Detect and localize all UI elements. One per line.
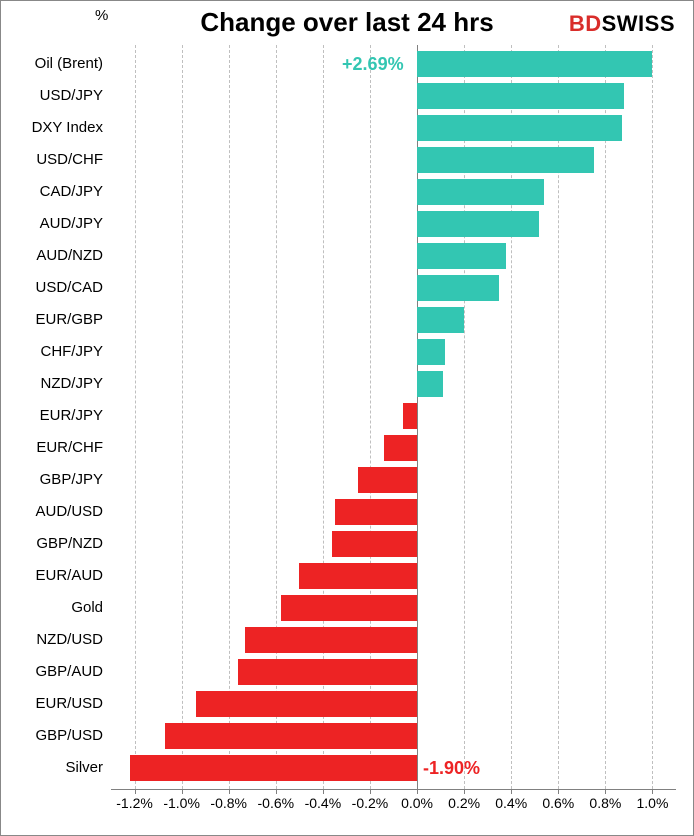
x-tick-label: 0.0% <box>401 795 433 811</box>
chart-container: % Change over last 24 hrs BDSWISS +2.69%… <box>0 0 694 836</box>
x-tick-mark <box>276 789 277 794</box>
x-tick-label: -1.0% <box>163 795 200 811</box>
x-tick-mark <box>652 789 653 794</box>
category-label: USD/CAD <box>3 279 103 296</box>
bar <box>403 403 417 429</box>
x-tick-label: 1.0% <box>636 795 668 811</box>
category-label: CHF/JPY <box>3 343 103 360</box>
bar <box>299 563 417 589</box>
x-tick-mark <box>464 789 465 794</box>
logo-bd: BD <box>569 11 602 36</box>
bar <box>417 115 622 141</box>
x-tick-label: -1.2% <box>116 795 153 811</box>
bar <box>332 531 417 557</box>
category-label: Gold <box>3 599 103 616</box>
bar <box>335 499 417 525</box>
category-label: CAD/JPY <box>3 183 103 200</box>
category-label: Oil (Brent) <box>3 55 103 72</box>
x-tick-mark <box>417 789 418 794</box>
plot-area: +2.69% -1.90% <box>111 45 676 789</box>
category-label: GBP/AUD <box>3 663 103 680</box>
bar <box>417 179 544 205</box>
bar <box>417 243 506 269</box>
x-tick-mark <box>135 789 136 794</box>
bar <box>358 467 417 493</box>
logo-swiss: SWISS <box>602 11 675 36</box>
x-axis-line <box>111 789 676 790</box>
bar <box>417 307 464 333</box>
bar <box>281 595 418 621</box>
x-tick-mark <box>323 789 324 794</box>
x-tick-label: 0.4% <box>495 795 527 811</box>
category-label: EUR/JPY <box>3 407 103 424</box>
category-label: GBP/USD <box>3 727 103 744</box>
x-tick-label: -0.6% <box>257 795 294 811</box>
gridline <box>605 45 606 789</box>
x-tick-mark <box>558 789 559 794</box>
category-label: Silver <box>3 759 103 776</box>
gridline <box>135 45 136 789</box>
category-label: AUD/JPY <box>3 215 103 232</box>
x-tick-label: 0.2% <box>448 795 480 811</box>
category-label: GBP/NZD <box>3 535 103 552</box>
bar <box>417 371 443 397</box>
x-tick-mark <box>370 789 371 794</box>
x-tick-label: 0.8% <box>589 795 621 811</box>
category-label: NZD/JPY <box>3 375 103 392</box>
bar <box>417 275 499 301</box>
bar <box>417 211 539 237</box>
category-label: USD/CHF <box>3 151 103 168</box>
x-tick-label: -0.8% <box>210 795 247 811</box>
category-label: AUD/USD <box>3 503 103 520</box>
bar <box>384 435 417 461</box>
x-tick-mark <box>182 789 183 794</box>
x-tick-mark <box>229 789 230 794</box>
category-label: EUR/CHF <box>3 439 103 456</box>
category-label: USD/JPY <box>3 87 103 104</box>
bar <box>245 627 417 653</box>
category-label: GBP/JPY <box>3 471 103 488</box>
category-label: EUR/AUD <box>3 567 103 584</box>
category-label: EUR/USD <box>3 695 103 712</box>
category-label: EUR/GBP <box>3 311 103 328</box>
x-tick-mark <box>511 789 512 794</box>
x-tick-label: -0.2% <box>352 795 389 811</box>
x-tick-label: 0.6% <box>542 795 574 811</box>
bar <box>417 147 594 173</box>
bar <box>238 659 417 685</box>
bar <box>417 51 652 77</box>
bar <box>417 339 445 365</box>
x-tick-label: -0.4% <box>305 795 342 811</box>
category-label: NZD/USD <box>3 631 103 648</box>
x-tick-mark <box>605 789 606 794</box>
gridline <box>182 45 183 789</box>
bar <box>196 691 417 717</box>
gridline <box>229 45 230 789</box>
logo: BDSWISS <box>569 11 675 37</box>
callout-negative: -1.90% <box>423 758 480 779</box>
bar <box>417 83 624 109</box>
gridline <box>652 45 653 789</box>
callout-positive: +2.69% <box>342 54 404 75</box>
category-label: AUD/NZD <box>3 247 103 264</box>
category-label: DXY Index <box>3 119 103 136</box>
bar <box>165 723 417 749</box>
bar <box>130 755 417 781</box>
